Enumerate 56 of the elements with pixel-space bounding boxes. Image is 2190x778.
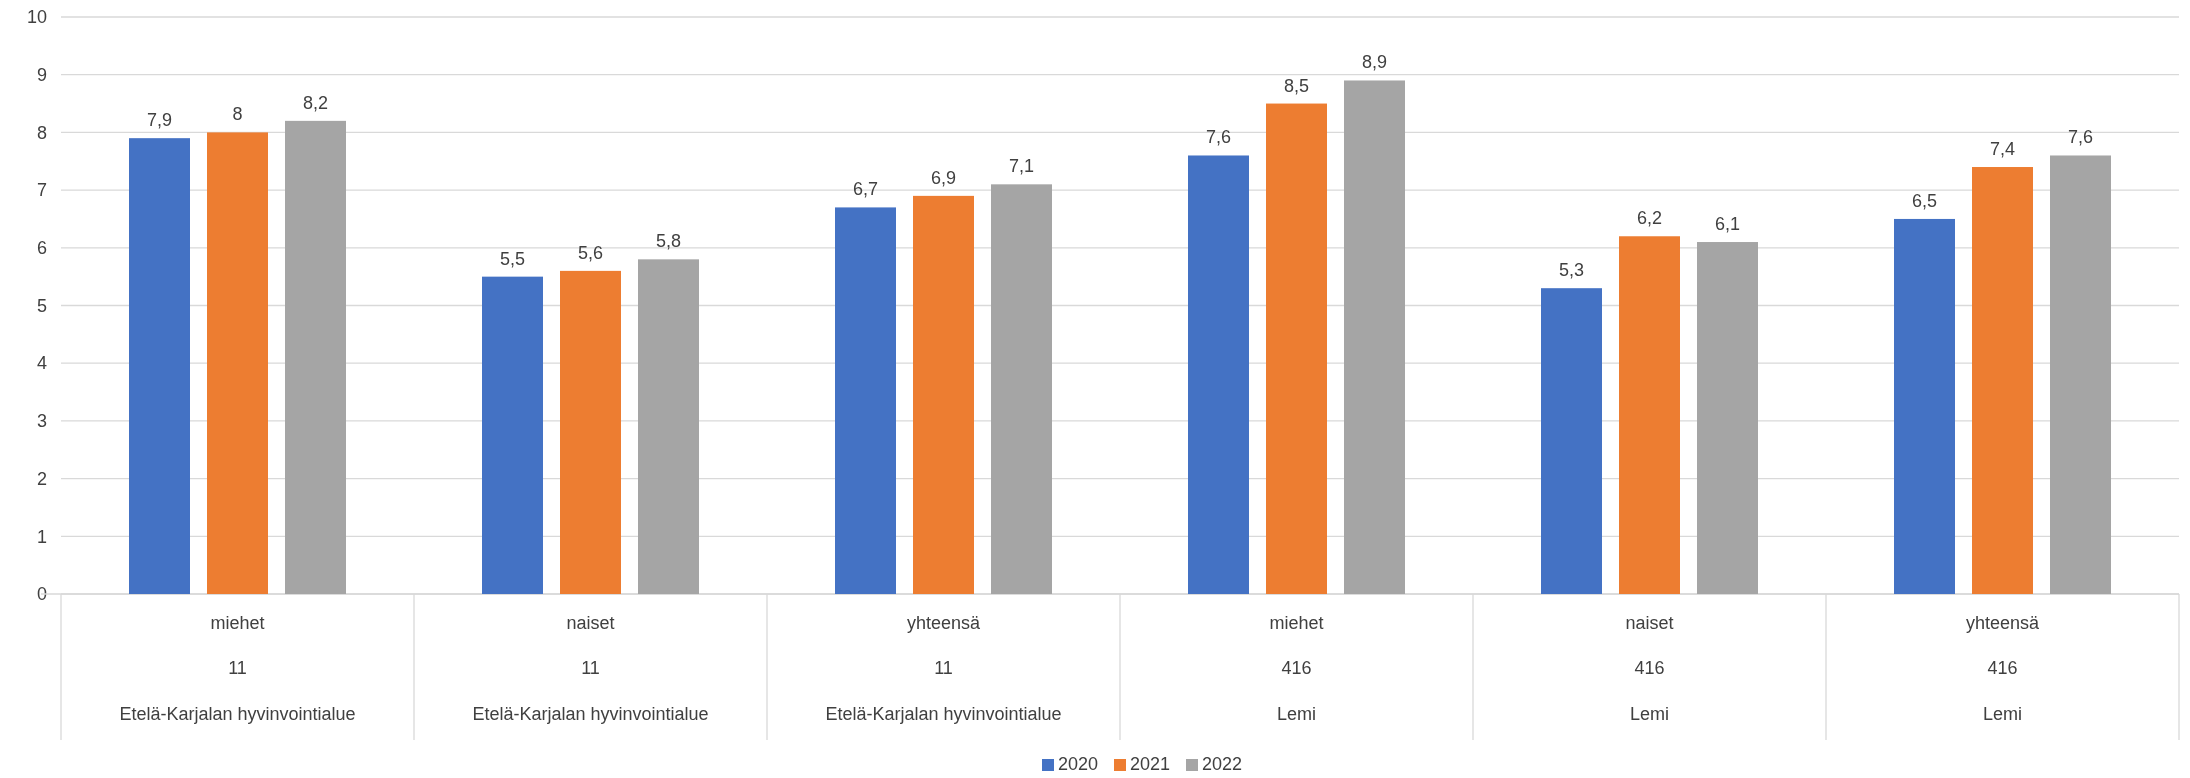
- y-tick-label: 1: [36, 526, 47, 547]
- bar: [1188, 155, 1249, 594]
- data-label: 5,3: [1558, 260, 1585, 281]
- data-label: 7,1: [1008, 156, 1035, 177]
- bar: [835, 207, 896, 594]
- bar: [482, 276, 543, 594]
- y-tick-label: 8: [36, 122, 47, 143]
- category-label: miehet 416 Lemi: [1269, 612, 1324, 724]
- bar: [1697, 242, 1758, 594]
- data-label: 7,4: [1989, 139, 2016, 160]
- y-tick-label: 6: [36, 238, 47, 259]
- y-tick-label: 2: [36, 468, 47, 489]
- bar: [1972, 167, 2033, 594]
- data-label: 6,5: [1911, 190, 1938, 211]
- data-label: 7,6: [1205, 127, 1232, 148]
- data-label: 5,8: [655, 231, 682, 252]
- y-tick-label: 9: [36, 64, 47, 85]
- y-tick-label: 5: [36, 295, 47, 316]
- bar: [1541, 288, 1602, 594]
- category-label: yhteensä 11 Etelä-Karjalan hyvinvointialue: [825, 612, 1062, 724]
- data-label: 7,6: [2067, 127, 2094, 148]
- data-label: 8,9: [1361, 52, 1388, 73]
- bar: [207, 132, 268, 594]
- bar: [1344, 80, 1405, 594]
- data-label: 6,1: [1714, 214, 1741, 235]
- data-label: 6,9: [930, 167, 957, 188]
- bar: [1894, 218, 1955, 594]
- data-label: 6,7: [852, 179, 879, 200]
- bar: [991, 184, 1052, 594]
- data-label: 8,2: [302, 92, 329, 113]
- data-label: 6,2: [1636, 208, 1663, 229]
- y-tick-label: 0: [36, 584, 47, 605]
- y-tick-label: 4: [36, 353, 47, 374]
- data-label: 7,9: [146, 110, 173, 131]
- bar: [285, 120, 346, 594]
- category-label: naiset 416 Lemi: [1625, 612, 1674, 724]
- legend-label: 2021: [1130, 753, 1171, 774]
- legend-label: 2020: [1058, 753, 1099, 774]
- data-label: 8,5: [1283, 75, 1310, 96]
- bar: [129, 138, 190, 594]
- bar: [913, 195, 974, 594]
- category-label: yhteensä 416 Lemi: [1965, 612, 2040, 724]
- legend-label: 2022: [1202, 753, 1243, 774]
- y-tick-label: 10: [26, 7, 47, 28]
- category-label: naiset 11 Etelä-Karjalan hyvinvointialue: [472, 612, 709, 724]
- y-tick-label: 3: [36, 411, 47, 432]
- category-label: miehet 11 Etelä-Karjalan hyvinvointialue: [119, 612, 356, 724]
- bar: [1619, 236, 1680, 594]
- data-label: 5,5: [499, 248, 526, 269]
- y-tick-label: 7: [36, 180, 47, 201]
- bar: [560, 270, 621, 594]
- data-label: 5,6: [577, 242, 604, 263]
- bar: [1266, 103, 1327, 594]
- data-label: 8: [232, 104, 243, 125]
- bar: [638, 259, 699, 594]
- bar: [2050, 155, 2111, 594]
